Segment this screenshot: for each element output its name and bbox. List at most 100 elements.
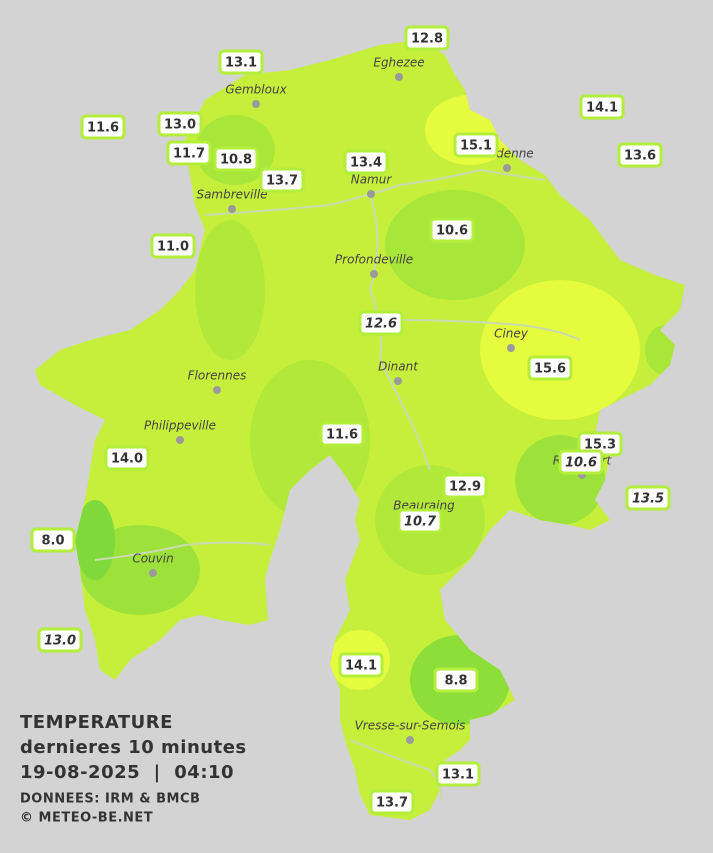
city-name: Dinant — [378, 360, 419, 374]
city-dot — [252, 100, 260, 108]
station-box — [218, 49, 264, 75]
station-value: 12.6 — [365, 317, 397, 332]
station: 13.5 — [625, 485, 671, 511]
station-value: 8.8 — [444, 674, 467, 689]
station-value: 15.6 — [534, 362, 566, 377]
station-box — [617, 142, 663, 168]
station-box — [157, 111, 203, 137]
station: 14.1 — [338, 652, 384, 678]
station-box — [404, 25, 450, 51]
station-box — [166, 140, 212, 166]
station-value: 8.0 — [41, 534, 64, 549]
station-value: 13.6 — [624, 149, 656, 164]
station: 8.0 — [30, 527, 76, 553]
city-dot — [395, 73, 403, 81]
station-box — [435, 761, 481, 787]
station: 13.0 — [157, 111, 203, 137]
station-box — [453, 132, 499, 158]
city-name: Eghezee — [373, 56, 424, 70]
city-name: Couvin — [132, 552, 173, 566]
station: 12.8 — [404, 25, 450, 51]
station-box — [30, 527, 76, 553]
station-box — [213, 146, 259, 172]
station-value: 13.0 — [44, 634, 76, 649]
station-value: 12.8 — [411, 32, 443, 47]
caption: TEMPERATURE dernieres 10 minutes 19-08-2… — [20, 712, 247, 826]
city-dot — [176, 436, 184, 444]
station: 8.8 — [433, 667, 479, 693]
rivers — [94, 168, 581, 801]
city-name: Sambreville — [196, 188, 267, 202]
city-name: Ciney — [494, 327, 529, 341]
station-value: 13.7 — [376, 796, 408, 811]
station-box — [429, 217, 475, 243]
station-value: 11.6 — [326, 428, 358, 443]
station: 13.0 — [37, 627, 83, 653]
station-value: 13.1 — [225, 56, 257, 71]
caption-source: DONNEES: IRM & BMCB — [20, 792, 200, 807]
city-name: Philippeville — [144, 419, 216, 433]
city-dot — [370, 270, 378, 278]
station-box — [338, 652, 384, 678]
station-value: 13.4 — [350, 156, 382, 171]
station-box — [369, 789, 415, 815]
city-name: Namur — [351, 173, 393, 187]
station-value: 11.0 — [157, 240, 189, 255]
station: 13.7 — [259, 167, 305, 193]
station-value: 14.0 — [111, 452, 143, 467]
station-value: 14.1 — [345, 659, 377, 674]
city-dot — [213, 386, 221, 394]
city-name: Florennes — [188, 369, 247, 383]
station: 13.1 — [435, 761, 481, 787]
caption-copyright: © METEO-BE.NET — [20, 811, 153, 826]
station-box — [104, 445, 150, 471]
station-box — [358, 310, 404, 336]
station-value: 10.8 — [220, 153, 252, 168]
station-box — [397, 508, 443, 534]
station: 14.1 — [579, 94, 625, 120]
station-box — [558, 449, 604, 475]
city-dot — [228, 205, 236, 213]
station-value: 10.6 — [565, 456, 597, 471]
station-value: 14.1 — [586, 101, 618, 116]
station: 10.8 — [213, 146, 259, 172]
station-box — [150, 233, 196, 259]
station-value: 11.6 — [87, 121, 119, 136]
station: 11.6 — [319, 421, 365, 447]
city-dot — [503, 164, 511, 172]
station-value: 13.0 — [164, 118, 196, 133]
station: 14.0 — [104, 445, 150, 471]
station-value: 15.1 — [460, 139, 492, 154]
caption-title: TEMPERATURE — [20, 712, 173, 733]
city-name: Profondeville — [335, 253, 413, 267]
station-box — [319, 421, 365, 447]
station: 15.1 — [453, 132, 499, 158]
city-dot — [394, 377, 402, 385]
station-box — [433, 667, 479, 693]
caption-datetime: 19-08-2025 | 04:10 — [20, 762, 234, 783]
station-box — [442, 473, 488, 499]
station-value: 10.7 — [404, 515, 437, 530]
station-value: 13.7 — [266, 174, 298, 189]
station: 10.6 — [558, 449, 604, 475]
stations: 12.8 13.1 14.1 11.6 13.0 15.1 13.6 11.7 10.8 13.4… — [30, 25, 671, 815]
station: 11.6 — [80, 114, 126, 140]
city-dot — [406, 736, 414, 744]
station: 10.7 — [397, 508, 443, 534]
station-box — [625, 485, 671, 511]
station-value: 12.9 — [449, 480, 481, 495]
station-value: 11.7 — [173, 147, 205, 162]
station: 13.1 — [218, 49, 264, 75]
caption-subtitle: dernieres 10 minutes — [20, 737, 247, 758]
station: 13.7 — [369, 789, 415, 815]
station: 10.6 — [429, 217, 475, 243]
station: 11.7 — [166, 140, 212, 166]
station-value: 13.1 — [442, 768, 474, 783]
city-name: Gembloux — [225, 83, 287, 97]
station-box — [527, 355, 573, 381]
station-value: 10.6 — [436, 224, 468, 239]
station-box — [37, 627, 83, 653]
city-dot — [367, 190, 375, 198]
